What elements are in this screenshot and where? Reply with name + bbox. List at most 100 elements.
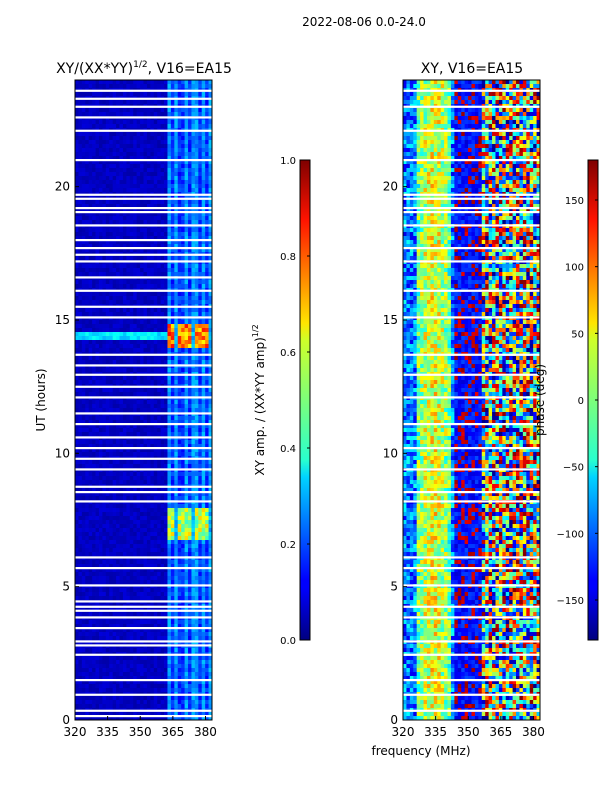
heatmap-cell	[146, 516, 151, 521]
heatmap-cell	[170, 520, 175, 525]
heatmap-cell	[181, 184, 185, 189]
heatmap-cell	[95, 160, 100, 165]
heatmap-cell	[184, 228, 189, 233]
heatmap-cell	[143, 220, 148, 225]
heatmap-cell	[146, 156, 151, 161]
heatmap-cell	[164, 448, 168, 453]
heatmap-cell	[201, 264, 206, 269]
heatmap-cell	[174, 132, 179, 137]
heatmap-cell	[164, 132, 168, 137]
heatmap-cell	[119, 520, 124, 525]
heatmap-cell	[78, 548, 83, 553]
heatmap-cell	[88, 92, 93, 97]
heatmap-cell	[81, 400, 86, 405]
heatmap-cell	[208, 480, 213, 485]
heatmap-cell	[153, 284, 158, 289]
heatmap-cell	[140, 408, 144, 413]
heatmap-cell	[153, 240, 158, 245]
heatmap-cell	[208, 84, 213, 89]
heatmap-cell	[95, 472, 100, 477]
heatmap-cell	[140, 524, 144, 529]
heatmap-cell	[109, 296, 114, 301]
heatmap-cell	[167, 228, 172, 233]
heatmap-cell	[181, 460, 185, 465]
heatmap-cell	[191, 156, 196, 161]
heatmap-cell	[198, 344, 203, 349]
heatmap-cell	[157, 480, 162, 485]
heatmap-cell	[157, 328, 162, 333]
heatmap-cell	[78, 184, 83, 189]
heatmap-cell	[153, 504, 158, 509]
heatmap-cell	[81, 448, 86, 453]
heatmap-cell	[126, 440, 131, 445]
heatmap-cell	[167, 232, 172, 237]
heatmap-cell	[167, 444, 172, 449]
heatmap-cell	[116, 504, 120, 509]
heatmap-cell	[184, 444, 189, 449]
heatmap-cell	[85, 420, 90, 425]
heatmap-cell	[181, 180, 185, 185]
heatmap-cell	[92, 440, 96, 445]
heatmap-cell	[194, 332, 199, 337]
heatmap-cell	[105, 508, 110, 513]
heatmap-cell	[157, 272, 162, 277]
heatmap-cell	[184, 292, 189, 297]
heatmap-cell	[85, 388, 90, 393]
heatmap-cell	[98, 464, 103, 469]
heatmap-cell	[136, 272, 141, 277]
heatmap-cell	[105, 532, 110, 537]
heatmap-cell	[153, 264, 158, 269]
heatmap-cell	[181, 232, 185, 237]
heatmap-cell	[92, 560, 96, 565]
heatmap-cell	[184, 400, 189, 405]
heatmap-cell	[116, 328, 120, 333]
heatmap-cell	[167, 568, 172, 573]
heatmap-cell	[205, 540, 209, 545]
heatmap-cell	[191, 164, 196, 169]
heatmap-cell	[170, 400, 175, 405]
heatmap-cell	[143, 212, 148, 217]
heatmap-cell	[198, 360, 203, 365]
heatmap-cell	[126, 508, 131, 513]
heatmap-cell	[143, 180, 148, 185]
heatmap-cell	[119, 108, 124, 113]
heatmap-cell	[78, 520, 83, 525]
heatmap-cell	[136, 496, 141, 501]
heatmap-cell	[174, 416, 179, 421]
heatmap-cell	[75, 572, 79, 577]
heatmap-cell	[181, 228, 185, 233]
heatmap-cell	[102, 188, 107, 193]
heatmap-cell	[122, 416, 127, 421]
heatmap-cell	[122, 508, 127, 513]
heatmap-cell	[92, 476, 96, 481]
heatmap-cell	[75, 424, 79, 429]
heatmap-cell	[146, 296, 151, 301]
heatmap-cell	[112, 296, 117, 301]
heatmap-cell	[191, 464, 196, 469]
heatmap-cell	[109, 440, 114, 445]
heatmap-cell	[143, 548, 148, 553]
heatmap-cell	[157, 200, 162, 205]
heatmap-cell	[102, 280, 107, 285]
heatmap-cell	[85, 408, 90, 413]
heatmap-cell	[201, 404, 206, 409]
heatmap-cell	[119, 236, 124, 241]
heatmap-cell	[177, 432, 182, 437]
heatmap-cell	[119, 308, 124, 313]
heatmap-cell	[167, 572, 172, 577]
heatmap-cell	[126, 280, 131, 285]
heatmap-cell	[170, 480, 175, 485]
heatmap-cell	[174, 576, 179, 581]
heatmap-cell	[112, 496, 117, 501]
heatmap-cell	[177, 100, 182, 105]
heatmap-cell	[126, 548, 131, 553]
heatmap-cell	[170, 540, 175, 545]
heatmap-cell	[194, 236, 199, 241]
heatmap-cell	[92, 84, 96, 89]
heatmap-cell	[160, 428, 165, 433]
heatmap-cell	[136, 400, 141, 405]
heatmap-cell	[116, 160, 120, 165]
heatmap-cell	[194, 240, 199, 245]
heatmap-cell	[174, 528, 179, 533]
heatmap-cell	[143, 400, 148, 405]
